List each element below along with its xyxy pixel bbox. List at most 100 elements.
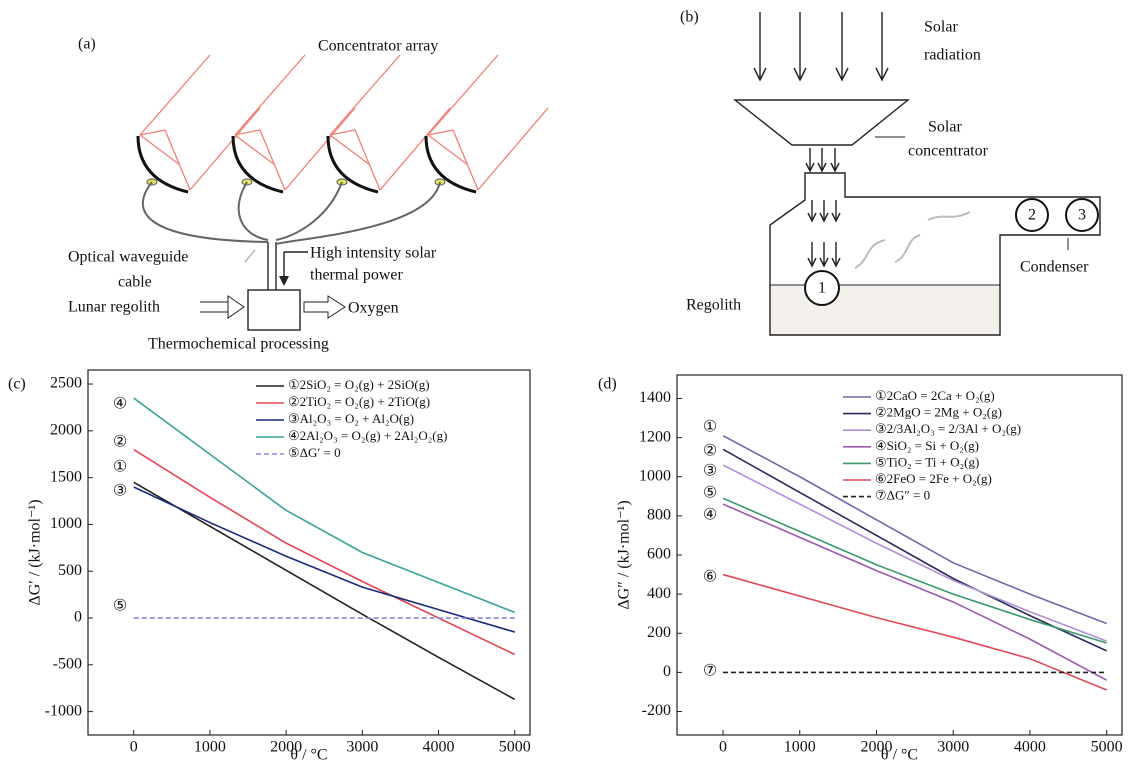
y-tick-label: 2000	[50, 422, 82, 439]
marker-label: 3	[1078, 207, 1086, 224]
concentrator	[732, 99, 910, 146]
panel-label: (b)	[680, 9, 699, 26]
x-tick-label: 3000	[937, 739, 969, 756]
arrowhead	[279, 276, 289, 286]
y-tick-label: -500	[53, 655, 82, 672]
dishes	[136, 54, 549, 194]
focus-arrows	[805, 148, 840, 173]
y-tick-label: 1500	[50, 468, 82, 485]
series-line	[133, 448, 516, 656]
y-tick-label: 0	[74, 609, 82, 626]
y-tick-label: 400	[647, 585, 671, 602]
x-tick-label: 2000	[270, 739, 302, 756]
y-tick-label: 1000	[639, 467, 671, 484]
annotation: ③	[703, 463, 717, 480]
label: Condenser	[1020, 259, 1089, 276]
series-line	[722, 573, 1107, 691]
legend-label: ⑥2FeO = 2Fe + O₂(g)	[875, 471, 992, 486]
marker-label: 2	[1028, 207, 1036, 224]
y-tick-label: 1200	[639, 428, 671, 445]
x-tick-label: 1000	[194, 739, 226, 756]
marker	[1015, 198, 1049, 232]
label: concentrator	[908, 143, 989, 160]
annotation: ④	[703, 507, 717, 524]
label: Solar	[924, 19, 958, 36]
annotation: ③	[113, 483, 127, 500]
radiation-arrows	[753, 12, 889, 82]
heat-arrows	[807, 200, 841, 268]
pointer	[244, 249, 256, 263]
x-tick-label: 1000	[784, 739, 816, 756]
annotation: ④	[113, 396, 127, 413]
x-tick-label: 4000	[1014, 739, 1046, 756]
legend-label: ①2SiO₂ = O₂(g) + 2SiO(g)	[288, 377, 430, 392]
y-tick-label: 2500	[50, 375, 82, 392]
x-tick-label: 0	[130, 739, 138, 756]
y-tick-label: 600	[647, 546, 671, 563]
legend-label: ④2Al₂O₃ = O₂(g) + 2Al₂O₂(g)	[288, 428, 447, 443]
legend-label: ⑤TiO₂ = Ti + O₂(g)	[875, 454, 979, 469]
arrow-in	[200, 295, 245, 319]
x-tick-label: 2000	[860, 739, 892, 756]
legend-label: ⑦ΔG″ = 0	[875, 488, 930, 503]
series-line	[722, 464, 1107, 642]
label: thermal power	[310, 267, 404, 284]
charts: (c)0 1000 2000 3000 4000 5000-1000-5000500100…	[8, 369, 1123, 764]
annotation: ⑥	[703, 569, 717, 586]
marker-label: 1	[818, 280, 826, 297]
legend-label: ①2CaO = 2Ca + O₂(g)	[875, 388, 995, 403]
label: radiation	[924, 47, 981, 64]
y-tick-label: -200	[642, 702, 671, 719]
panel-label: (c)	[8, 376, 26, 393]
legend-label: ④SiO₂ = Si + O₂(g)	[875, 438, 979, 453]
vapor-arrows	[854, 211, 971, 269]
label: Thermochemical processing	[148, 336, 329, 353]
label: Solar	[928, 119, 962, 136]
legend-label: ②2TiO₂ = O₂(g) + 2TiO(g)	[288, 394, 430, 409]
vessel	[769, 172, 1101, 336]
marker	[1065, 198, 1099, 232]
series-line	[133, 481, 516, 701]
x-axis-label: θ / °C	[881, 747, 918, 764]
y-axis-label: ΔG″ / (kJ·mol⁻¹)	[616, 500, 633, 609]
label: Concentrator array	[318, 38, 438, 55]
legend-label: ②2MgO = 2Mg + O₂(g)	[875, 405, 1002, 420]
x-tick-label: 0	[719, 739, 727, 756]
label: Oxygen	[348, 300, 399, 317]
y-tick-label: 200	[647, 624, 671, 641]
annotation: ⑤	[703, 485, 717, 502]
series-line	[722, 503, 1108, 681]
regolith-bed	[770, 285, 1000, 335]
process-box	[247, 289, 301, 331]
label: Regolith	[686, 297, 741, 314]
annotation: ①	[113, 459, 127, 476]
x-tick-label: 3000	[346, 739, 378, 756]
series-line	[722, 448, 1107, 652]
panel-label: (a)	[78, 36, 96, 53]
annotation: ②	[113, 434, 127, 451]
y-tick-label: 500	[58, 562, 82, 579]
legend-label: ③Al₂O₃ = O₂ + Al₂O(g)	[288, 411, 414, 426]
legend-label: ③2/3Al₂O₃ = 2/3Al + O₂(g)	[875, 421, 1021, 436]
x-tick-label: 4000	[423, 739, 455, 756]
annotation: ⑤	[113, 598, 127, 615]
panel-label: (d)	[598, 376, 617, 393]
panel-b: (b) 1 2 3 Solar radiation Solar concentr…	[680, 9, 1101, 336]
panel-a: (a) Concentrator array Optical waveguide…	[68, 36, 549, 353]
label: Lunar regolith	[68, 299, 160, 316]
series-line	[722, 497, 1107, 644]
y-tick-label: 0	[663, 663, 671, 680]
x-tick-label: 5000	[499, 739, 531, 756]
arrow-out	[303, 295, 346, 319]
plot-frame	[87, 369, 531, 736]
y-axis-label: ΔG′ / (kJ·mol⁻¹)	[27, 499, 44, 605]
annotation: ⑦	[703, 663, 717, 680]
x-tick-label: 5000	[1091, 739, 1123, 756]
legend-label: ⑤ΔG′ = 0	[288, 445, 341, 460]
x-axis-label: θ / °C	[290, 747, 327, 764]
y-tick-label: 1400	[639, 389, 671, 406]
marker	[804, 270, 840, 306]
label: High intensity solar	[310, 245, 437, 262]
